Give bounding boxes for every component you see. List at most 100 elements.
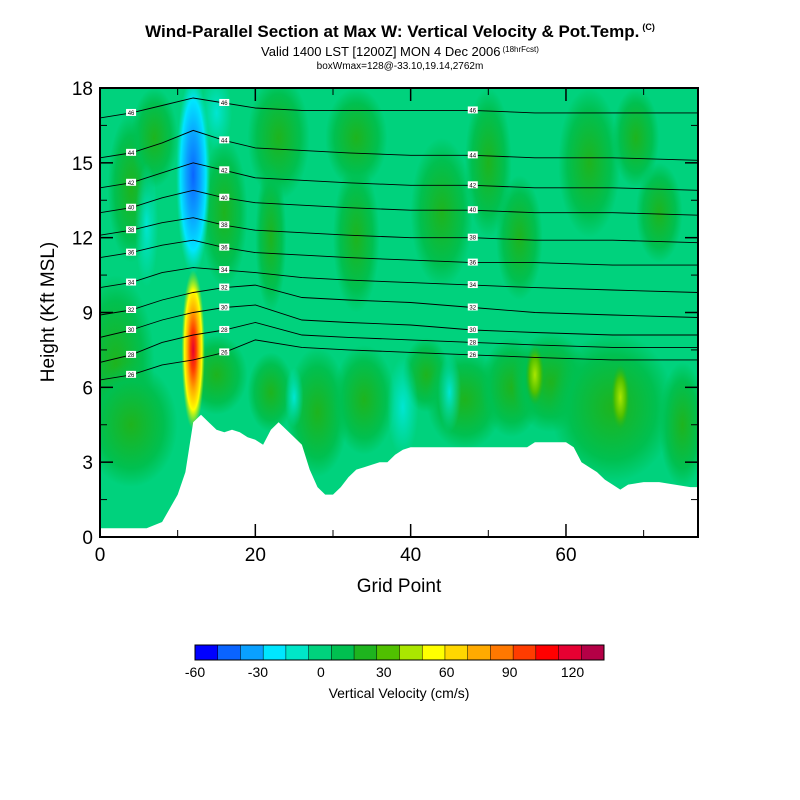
theta-label-34: 34: [221, 268, 228, 274]
velocity-cell: [496, 175, 543, 301]
chart-title: Wind-Parallel Section at Max W: Vertical…: [0, 22, 800, 42]
theta-contour-44: [100, 129, 698, 161]
colorbar-swatch: [240, 645, 264, 660]
velocity-cell: [255, 162, 287, 313]
theta-label-box: [467, 281, 478, 289]
colorbar-tick-label: 120: [561, 664, 585, 680]
theta-label-28: 28: [128, 353, 135, 359]
theta-contour-36: [100, 239, 698, 266]
theta-label-32: 32: [469, 306, 476, 312]
theta-contour-34: [100, 267, 698, 293]
theta-contour-labels: 26 26 26 28 28 28 30 30 30 32 32 32 34 34 34 36 36 36 38 38…: [126, 98, 478, 379]
y-axis-title: Height (Kft MSL): [38, 242, 59, 382]
theta-label-box: [126, 370, 137, 378]
theta-label-box: [467, 350, 478, 358]
colorbar-swatch: [444, 645, 468, 660]
colorbar-swatch: [331, 645, 355, 660]
title-flag: (C): [642, 22, 655, 32]
velocity-cell: [332, 162, 380, 313]
theta-label-box: [126, 108, 137, 116]
theta-contour-30: [100, 304, 698, 338]
velocity-cell: [437, 352, 462, 433]
colorbar-swatch: [308, 645, 332, 660]
theta-label-box: [219, 266, 230, 274]
theta-label-46: 46: [128, 111, 135, 117]
theta-contour-42: [100, 162, 698, 191]
colorbar-tick-label: -60: [185, 664, 205, 680]
theta-label-44: 44: [128, 151, 135, 157]
colorbar-tick-label: 60: [439, 664, 455, 680]
theta-label-box: [219, 193, 230, 201]
velocity-cell: [325, 88, 388, 188]
theta-label-box: [219, 221, 230, 229]
theta-contour-26: [100, 339, 698, 381]
velocity-cell: [465, 88, 512, 238]
colorbar-swatch: [263, 645, 287, 660]
theta-label-box: [219, 243, 230, 251]
theta-label-34: 34: [469, 283, 476, 289]
colorbar-tick-label: 90: [502, 664, 518, 680]
theta-label-box: [126, 325, 137, 333]
chart-title-text: Wind-Parallel Section at Max W: Vertical…: [145, 22, 640, 41]
colorbar-tick-label: 0: [317, 664, 325, 680]
theta-contour-38: [100, 217, 698, 244]
theta-label-box: [467, 206, 478, 214]
theta-label-box: [467, 258, 478, 266]
x-axis-title: Grid Point: [357, 576, 442, 597]
theta-label-box: [126, 248, 137, 256]
colorbar-swatch: [285, 645, 309, 660]
velocity-cell: [332, 344, 396, 455]
velocity-cell: [131, 88, 178, 188]
colorbar-swatch: [535, 645, 559, 660]
x-tick-label: 40: [400, 545, 421, 566]
colorbar-swatch: [217, 645, 241, 660]
colorbar-swatch: [467, 645, 491, 660]
theta-label-42: 42: [128, 181, 135, 187]
theta-label-36: 36: [128, 251, 135, 257]
x-axis: 0 20 40 60: [95, 88, 645, 566]
velocity-cell: [525, 344, 545, 405]
theta-label-box: [467, 181, 478, 189]
theta-label-box: [219, 166, 230, 174]
theta-label-box: [126, 203, 137, 211]
velocity-cell: [410, 137, 473, 288]
theta-label-box: [219, 283, 230, 291]
velocity-cell: [286, 347, 349, 478]
theta-label-box: [467, 151, 478, 159]
colorbar-title: Vertical Velocity (cm/s): [329, 685, 470, 701]
theta-label-box: [467, 233, 478, 241]
box-max-info: boxWmax=128@-33.10,19.14,2762m: [316, 61, 484, 72]
terrain: [100, 414, 698, 537]
theta-label-32: 32: [128, 308, 135, 314]
theta-label-box: [219, 348, 230, 356]
theta-label-36: 36: [469, 261, 476, 267]
colorbar-swatch: [376, 645, 400, 660]
theta-label-26: 26: [469, 353, 476, 359]
theta-label-38: 38: [469, 236, 476, 242]
theta-contours: [100, 97, 698, 381]
velocity-cell: [181, 270, 205, 430]
theta-label-38: 38: [128, 228, 135, 234]
theta-label-box: [219, 303, 230, 311]
theta-label-box: [126, 148, 137, 156]
theta-label-46: 46: [221, 101, 228, 107]
x-tick-label: 60: [555, 545, 576, 566]
velocity-cell: [659, 362, 698, 488]
velocity-cell: [387, 357, 419, 458]
theta-label-box: [467, 106, 478, 114]
theta-label-30: 30: [469, 328, 476, 334]
theta-label-26: 26: [221, 350, 228, 356]
velocity-cell: [176, 88, 211, 276]
plot-area: 26 26 26 28 28 28 30 30 30 32 32 32 34 34 34 36 36 36 38 38…: [100, 88, 698, 537]
theta-label-44: 44: [469, 153, 476, 159]
velocity-cell: [611, 364, 630, 430]
colorbar-swatch: [422, 645, 446, 660]
theta-label-box: [467, 338, 478, 346]
colorbar-tick-label: -30: [248, 664, 268, 680]
y-tick-label: 18: [72, 79, 93, 100]
colorbar-swatch: [513, 645, 537, 660]
theta-label-40: 40: [469, 208, 476, 214]
velocity-field-cells: [100, 88, 698, 488]
colorbar-swatch: [490, 645, 514, 660]
